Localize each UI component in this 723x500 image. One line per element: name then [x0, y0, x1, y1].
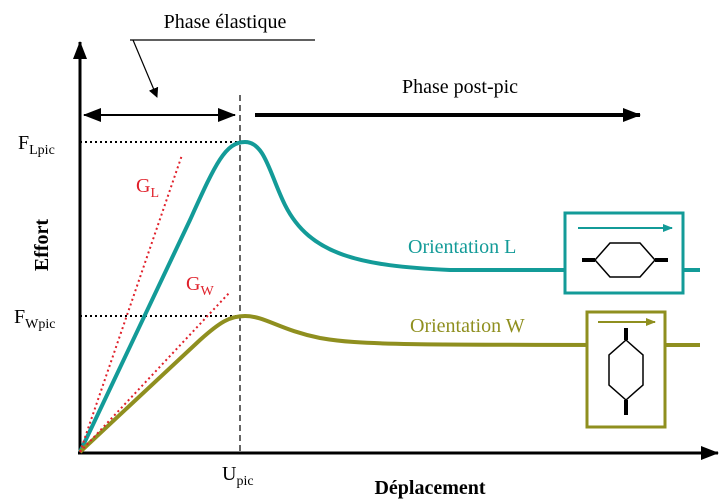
f-wpic-label: FWpic — [14, 306, 55, 332]
box-l — [563, 211, 685, 295]
tangent-l — [79, 154, 183, 453]
pointer — [132, 39, 159, 98]
phase-elastique: Phase élastique — [164, 11, 287, 33]
orientation-w: Orientation W — [410, 315, 525, 337]
g-l-label: GL — [136, 175, 159, 201]
box-l-hexagon — [593, 242, 657, 278]
box-w-hexagon — [608, 338, 644, 402]
phase-post-pic: Phase post-pic — [402, 76, 518, 98]
x-axis-label: Déplacement — [374, 477, 485, 499]
curve-w — [78, 313, 701, 454]
curve-l — [78, 139, 700, 453]
u-pic-label: Upic — [222, 463, 254, 489]
f-lpic-label: FLpic — [18, 132, 55, 158]
y-axis-label: Effort — [31, 219, 53, 272]
tangent-w — [79, 291, 231, 453]
g-w-label: GW — [186, 273, 214, 299]
orientation-l: Orientation L — [408, 236, 516, 258]
